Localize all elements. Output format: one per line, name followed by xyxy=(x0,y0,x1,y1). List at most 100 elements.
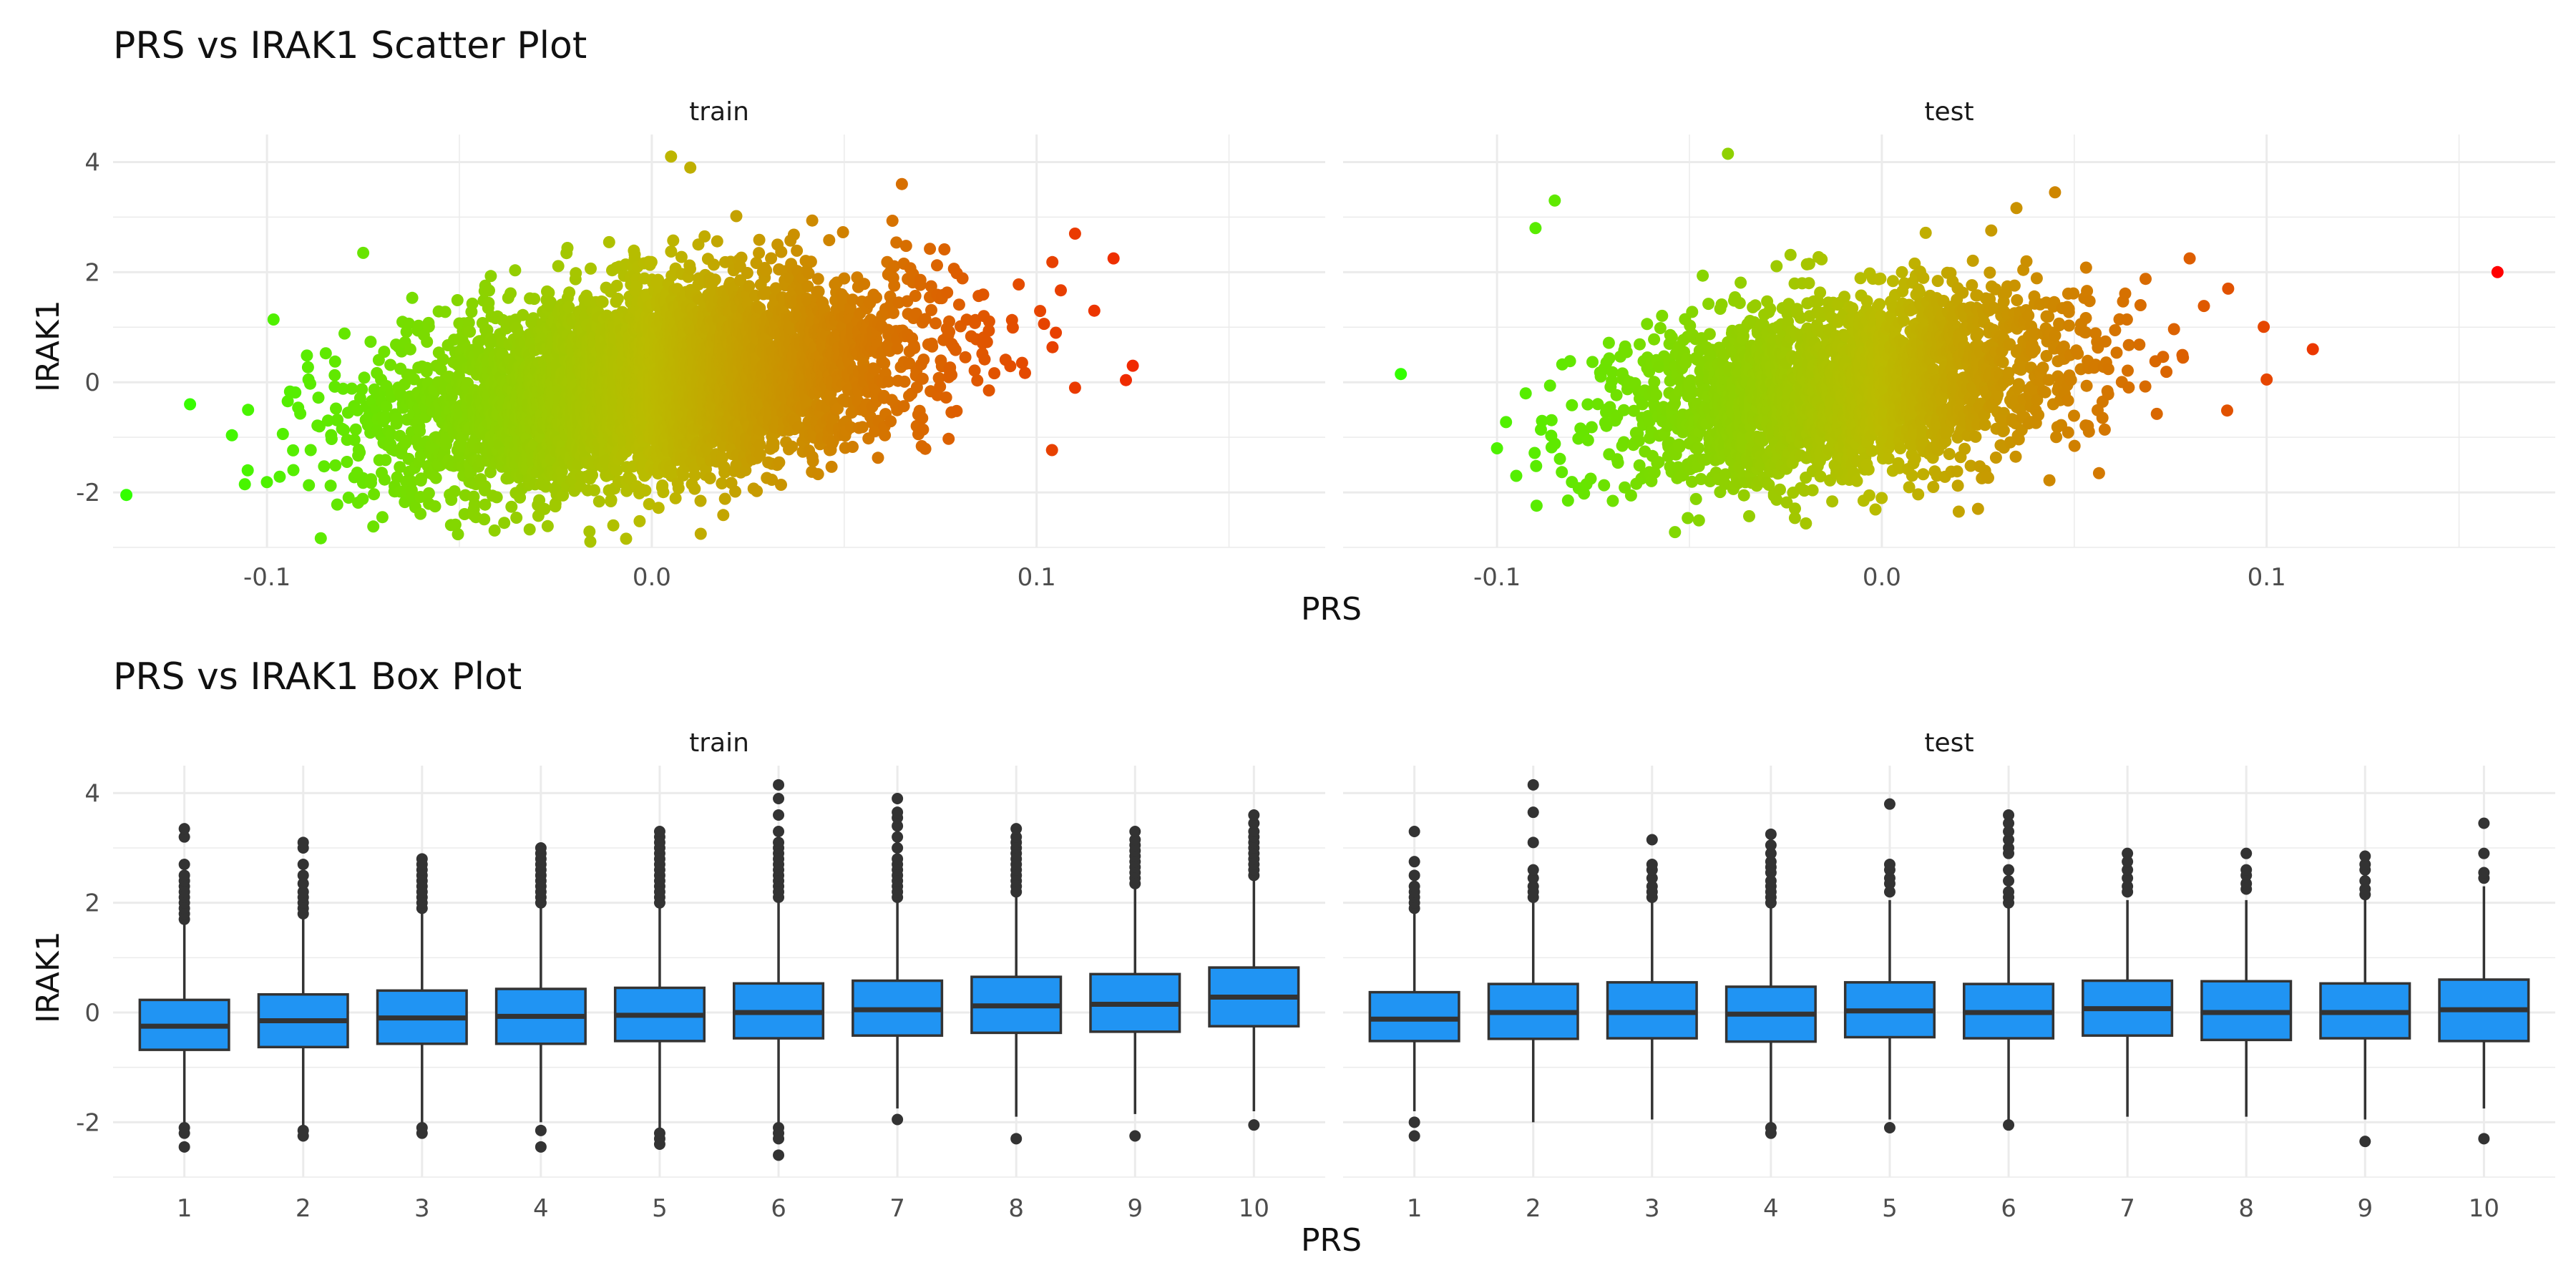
scatter-point xyxy=(665,150,678,163)
scatter-point xyxy=(384,358,397,371)
scatter-point xyxy=(184,398,197,411)
scatter-point xyxy=(398,378,411,391)
scatter-point xyxy=(620,532,633,545)
scatter-point xyxy=(357,246,370,259)
scatter-point xyxy=(242,404,255,416)
scatter-point xyxy=(596,296,609,308)
scatter-point xyxy=(943,315,955,328)
scatter-point xyxy=(605,494,618,507)
scatter-point xyxy=(916,411,929,424)
scatter-point xyxy=(406,475,418,488)
scatter-point xyxy=(930,317,942,330)
scatter-point xyxy=(421,336,434,348)
scatter-point xyxy=(684,263,696,275)
scatter-point xyxy=(281,395,294,408)
scatter-point xyxy=(751,484,763,497)
scatter-point xyxy=(406,291,419,304)
scatter-point xyxy=(346,382,358,395)
scatter-point xyxy=(451,294,464,306)
scatter-point xyxy=(811,273,824,286)
scatter-point xyxy=(541,519,554,532)
scatter-point xyxy=(348,434,361,447)
scatter-point xyxy=(436,353,449,366)
scatter-point xyxy=(717,509,730,522)
scatter-point xyxy=(602,235,615,248)
scatter-point xyxy=(684,161,697,174)
scatter-point xyxy=(294,407,307,420)
scatter-point xyxy=(917,423,930,436)
scatter-point xyxy=(847,441,859,453)
scatter-point xyxy=(402,317,415,330)
scatter-point xyxy=(943,326,956,338)
scatter-point xyxy=(303,479,316,492)
scatter-point xyxy=(509,264,522,277)
scatter-point xyxy=(488,524,501,537)
scatter-point xyxy=(825,460,838,473)
scatter-x-axis-label: PRS xyxy=(1301,591,1362,628)
scatter-point xyxy=(483,284,495,297)
scatter-point xyxy=(538,502,551,515)
scatter-point xyxy=(466,297,479,310)
scatter-point xyxy=(639,484,652,497)
scatter-point xyxy=(412,319,425,332)
scatter-point xyxy=(304,444,317,457)
scatter-point xyxy=(267,313,280,326)
scatter-point xyxy=(479,498,492,511)
scatter-point xyxy=(791,244,804,257)
scatter-point xyxy=(908,341,921,354)
scatter-point xyxy=(313,420,326,433)
scatter-point xyxy=(462,316,475,329)
scatter-point xyxy=(899,240,912,253)
scatter-point xyxy=(287,444,300,457)
scatter-point xyxy=(404,343,416,356)
scatter-point xyxy=(380,400,393,413)
scatter-point xyxy=(331,498,343,511)
scatter-point xyxy=(760,264,773,277)
scatter-point xyxy=(225,429,238,441)
scatter-point xyxy=(353,446,366,459)
scatter-point xyxy=(925,303,937,316)
scatter-point xyxy=(510,512,523,524)
scatter-point xyxy=(729,485,741,498)
scatter-point xyxy=(730,210,743,223)
scatter-point xyxy=(329,459,342,472)
scatter-point xyxy=(942,432,955,445)
scatter-point xyxy=(342,492,355,504)
scatter-point xyxy=(858,278,871,291)
scatter-point xyxy=(449,518,462,531)
scatter-point xyxy=(561,242,574,254)
scatter-point xyxy=(358,371,371,384)
scatter-point xyxy=(891,342,904,355)
scatter-point xyxy=(652,502,665,514)
scatter-point xyxy=(767,437,780,450)
scatter-point xyxy=(926,340,939,353)
scatter-point xyxy=(365,473,377,486)
scatter-point xyxy=(319,347,332,360)
scatter-point xyxy=(909,290,922,302)
scatter-point xyxy=(694,494,707,507)
scatter-point xyxy=(504,287,517,300)
scatter-point xyxy=(314,532,327,545)
scatter-point xyxy=(919,442,932,455)
scatter-point xyxy=(879,429,892,441)
scatter-point xyxy=(775,479,787,491)
scatter-point xyxy=(753,233,766,246)
scatter-points-train xyxy=(120,150,1139,548)
scatter-point xyxy=(838,272,851,285)
scatter-point xyxy=(959,351,972,364)
scatter-point xyxy=(703,472,716,484)
scatter-point xyxy=(708,258,720,271)
scatter-point xyxy=(484,466,497,479)
scatter-point xyxy=(735,251,748,264)
scatter-point xyxy=(479,480,492,492)
scatter-point xyxy=(804,255,817,268)
scatter-point xyxy=(400,434,413,447)
scatter-point xyxy=(330,402,342,415)
scatter-point xyxy=(276,428,289,440)
scatter-point xyxy=(895,177,908,190)
scatter-point xyxy=(304,377,316,390)
scatter-point xyxy=(917,353,930,366)
scatter-point xyxy=(367,520,380,533)
scatter-title: PRS vs IRAK1 Scatter Plot xyxy=(113,24,587,67)
